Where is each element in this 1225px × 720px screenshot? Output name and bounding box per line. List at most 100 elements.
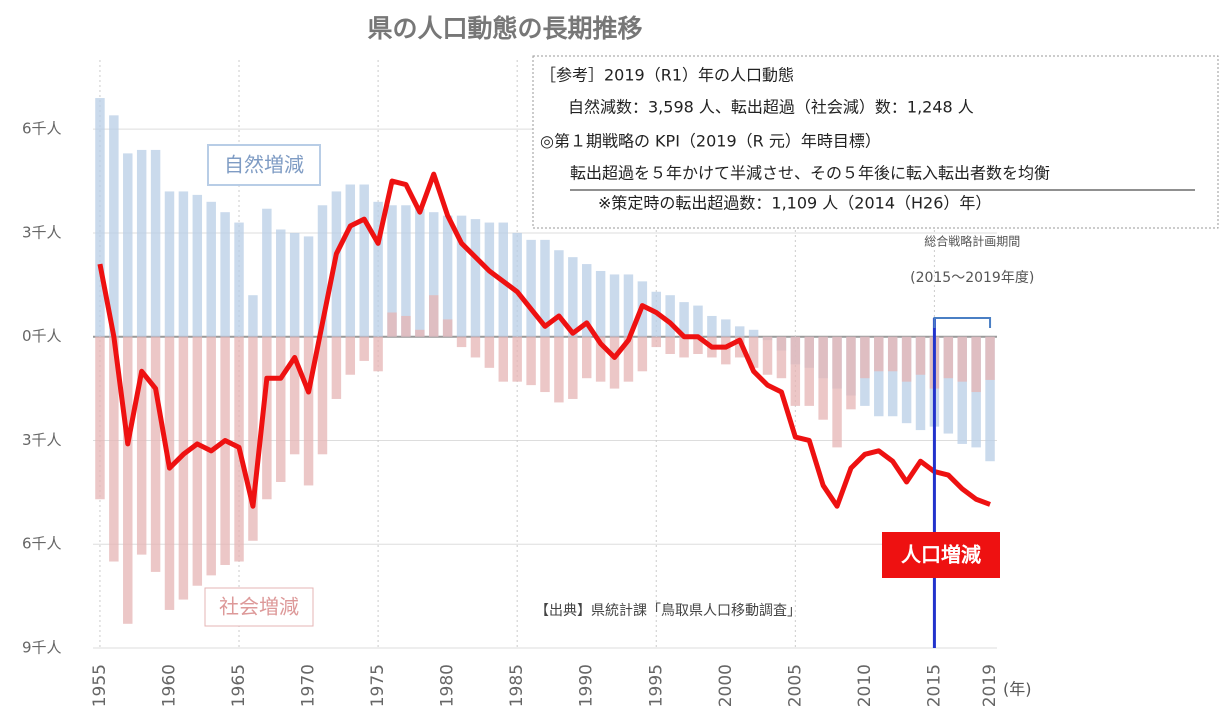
bar [943, 336, 954, 434]
bar [373, 201, 383, 337]
bar [957, 336, 967, 444]
bar [109, 115, 119, 337]
bar [359, 184, 369, 337]
x-tick-label: 1970 [299, 664, 319, 707]
bar [317, 205, 328, 337]
bar [220, 212, 230, 337]
bar [220, 336, 230, 565]
bar [429, 295, 439, 337]
bar [762, 336, 773, 375]
bar [540, 336, 550, 393]
x-unit: (年) [1003, 680, 1032, 699]
x-tick-label: 1965 [229, 664, 249, 707]
bar [484, 222, 495, 337]
bar [498, 336, 509, 382]
bar [415, 329, 425, 337]
bar [373, 336, 383, 372]
bar [748, 336, 759, 368]
x-tick-label: 2015 [924, 664, 944, 707]
bar [581, 264, 592, 337]
bar [109, 336, 119, 562]
x-tick-label: 1995 [646, 664, 666, 707]
bar [734, 326, 745, 337]
bar [123, 336, 133, 624]
y-tick-label: 3千人 [22, 223, 62, 241]
bar [679, 302, 689, 337]
bar [206, 201, 216, 337]
bar [637, 336, 648, 372]
legend-label: 自然増減 [224, 153, 304, 177]
bar [526, 239, 536, 337]
period-bracket [933, 317, 992, 328]
bar [693, 305, 703, 337]
bar [554, 250, 564, 337]
source: 【出典】県統計課「鳥取県人口移動調査」 [535, 603, 801, 619]
bar [387, 312, 397, 337]
bar [721, 336, 731, 365]
legend-box [204, 587, 314, 627]
bar [192, 336, 203, 586]
line [97, 171, 991, 509]
bar [248, 295, 258, 337]
bar [665, 336, 675, 354]
bar [415, 208, 425, 337]
bar [470, 219, 481, 337]
bar [985, 336, 995, 380]
note-box [532, 55, 1219, 229]
period-label: 総合戦略計画期間 [924, 234, 1020, 249]
bar [303, 236, 314, 337]
bar [262, 336, 272, 500]
bar [359, 336, 369, 361]
bar [721, 319, 731, 337]
bar [901, 336, 912, 382]
legend-box [882, 532, 1000, 578]
bar [289, 232, 300, 337]
note-line: 自然減数：3,598 人、転出超過（社会減）数：1,248 人 [568, 98, 974, 117]
bar [95, 98, 105, 337]
bar [178, 336, 189, 600]
bar [95, 336, 105, 500]
bar [790, 336, 801, 406]
bar [317, 336, 328, 455]
bar [401, 205, 411, 337]
bar [470, 336, 481, 358]
bar [581, 336, 592, 379]
bar [442, 319, 453, 337]
bar [748, 329, 759, 337]
bar [776, 336, 787, 379]
bar [679, 336, 689, 358]
y-tick-label: 9千人 [22, 639, 62, 657]
bar [887, 336, 898, 372]
x-tick-label: 2000 [716, 664, 736, 707]
period-sublabel: (2015～2019年度) [910, 270, 1034, 286]
bar [289, 336, 300, 455]
bar [456, 336, 467, 348]
bar [707, 315, 717, 337]
note-line: 転出超過を５年かけて半減させ、その５年後に転入転出者数を均衡 [570, 164, 1050, 183]
bar [734, 336, 745, 358]
bar [915, 336, 926, 431]
bar [136, 336, 147, 555]
bar [178, 191, 189, 337]
x-tick-label: 1985 [507, 664, 527, 707]
bar [401, 315, 411, 337]
bar [345, 336, 356, 375]
bar [595, 336, 606, 382]
bar [568, 257, 578, 337]
x-tick-label: 2010 [855, 664, 875, 707]
bar [874, 336, 884, 417]
bar [804, 336, 814, 406]
bar [387, 205, 397, 337]
y-tick-label: 6千人 [22, 120, 62, 138]
bar [609, 274, 620, 337]
bar [874, 336, 884, 372]
bar [595, 270, 606, 337]
bar [651, 336, 661, 348]
bar [887, 336, 898, 417]
bar [623, 336, 634, 382]
bar [123, 153, 133, 337]
x-tick-label: 1955 [90, 664, 110, 707]
bar [262, 208, 272, 337]
bar [665, 295, 675, 337]
bar [136, 149, 147, 337]
